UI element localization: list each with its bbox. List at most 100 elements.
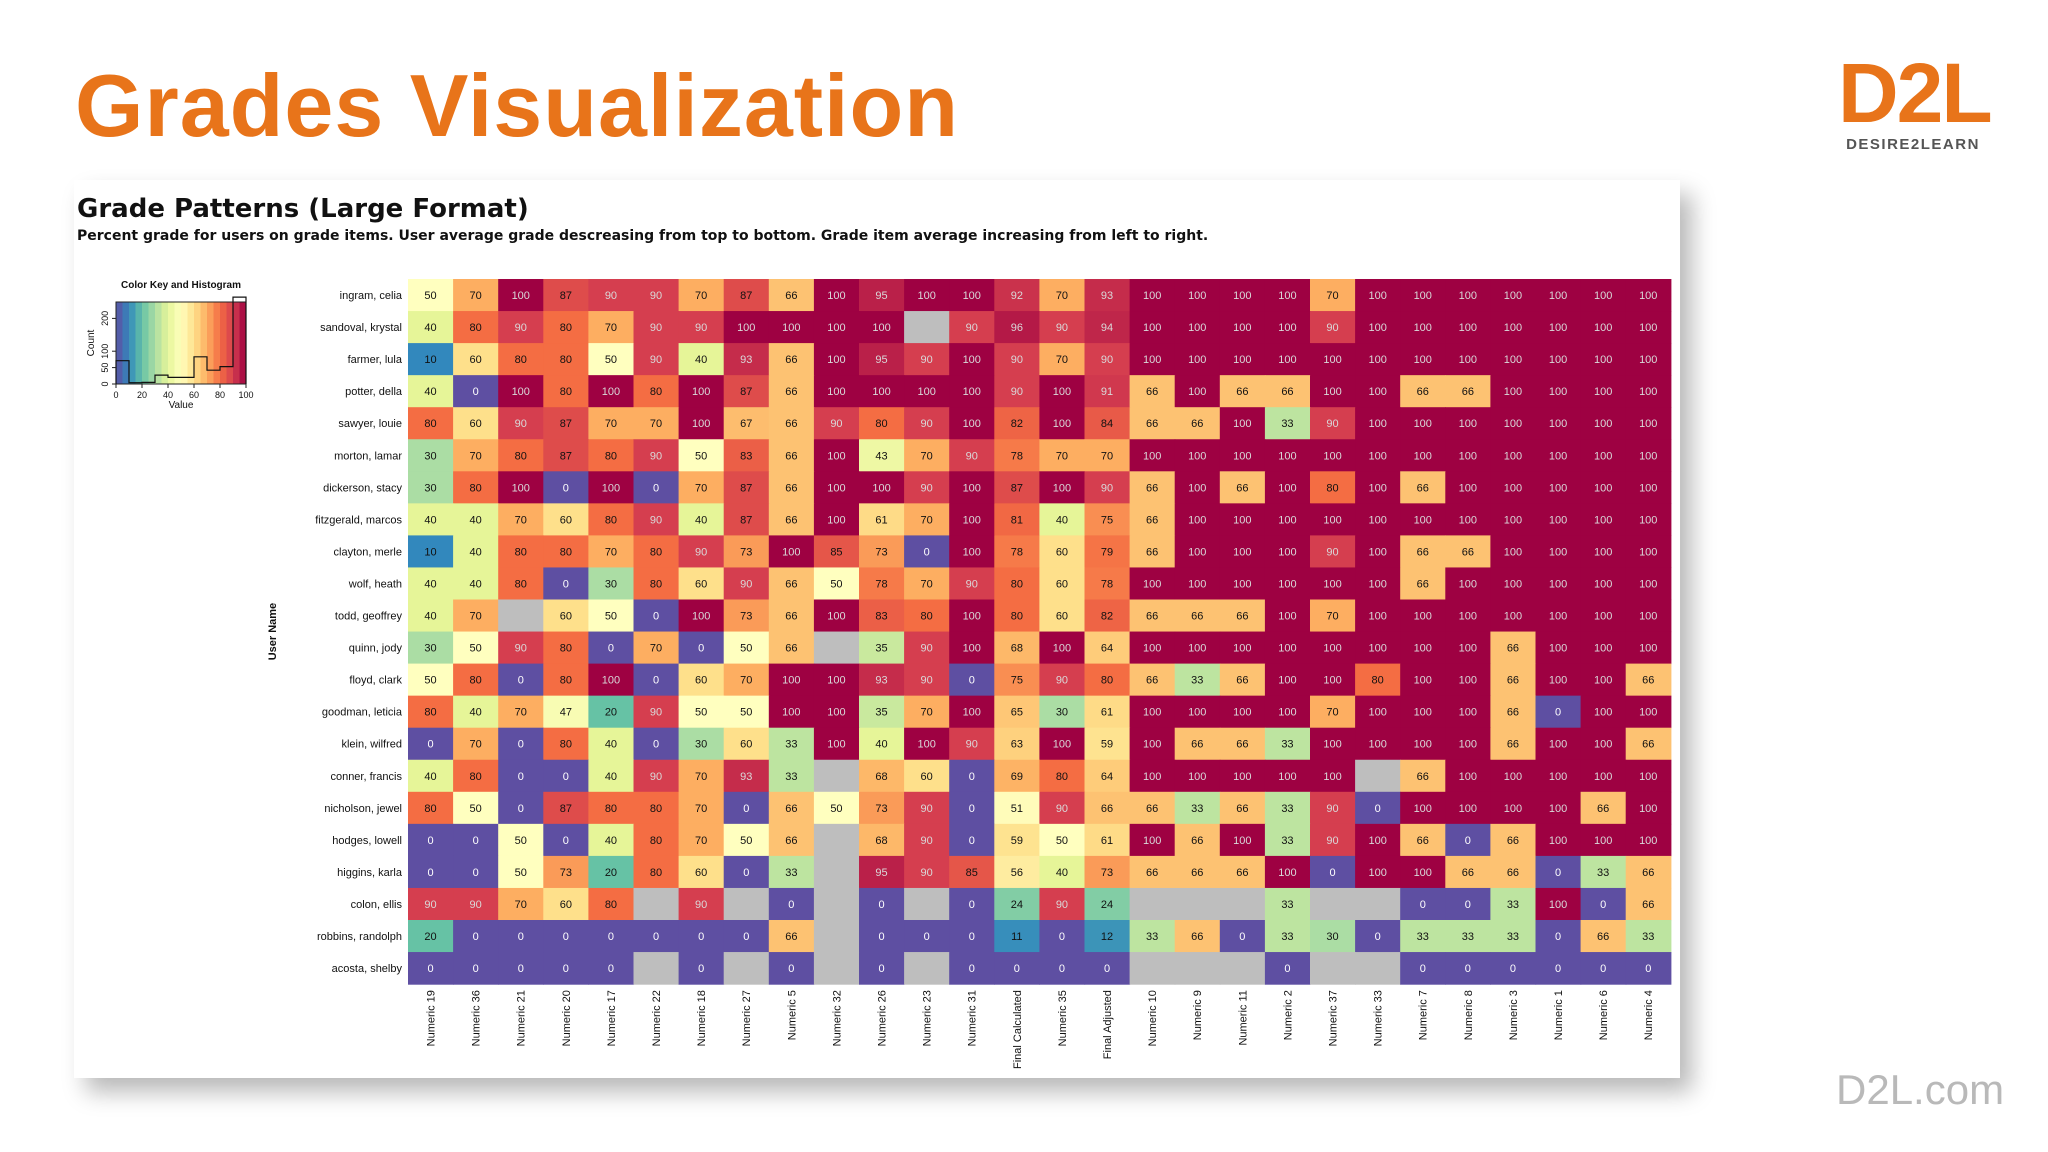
cell-value-label: 78 xyxy=(1011,450,1023,462)
heatmap-cell xyxy=(498,855,544,889)
cell-value-label: 40 xyxy=(470,514,482,526)
cell-value-label: 66 xyxy=(1507,835,1519,847)
cell-value-label: 70 xyxy=(1326,290,1338,302)
heatmap-cell xyxy=(994,855,1040,889)
chart-panel: Grade Patterns (Large Format) Percent gr… xyxy=(74,180,1680,1078)
cell-value-label: 66 xyxy=(1236,867,1248,879)
heatmap-cell xyxy=(1084,503,1131,536)
cell-value-label: 0 xyxy=(969,835,975,847)
heatmap-cell xyxy=(1310,343,1356,376)
cell-value-label: 100 xyxy=(1323,675,1341,687)
heatmap-cell xyxy=(1400,599,1446,633)
heatmap-cell xyxy=(1174,375,1221,408)
cell-value-label: 90 xyxy=(1326,803,1338,815)
color-key-x-tick-label: 60 xyxy=(189,390,199,400)
cell-value-label: 90 xyxy=(515,322,527,334)
heatmap-cell xyxy=(949,695,995,729)
cell-value-label: 0 xyxy=(1284,963,1290,975)
heatmap-cell xyxy=(453,727,499,761)
heatmap-cell xyxy=(949,887,995,921)
color-key-band xyxy=(122,302,130,384)
cell-value-label: 70 xyxy=(1326,611,1338,623)
cell-value-label: 80 xyxy=(650,867,662,879)
heatmap-cell xyxy=(1310,407,1356,440)
heatmap-cell xyxy=(1400,439,1446,472)
cell-value-label: 93 xyxy=(875,675,887,687)
cell-value-label: 0 xyxy=(653,482,659,494)
cell-value-label: 100 xyxy=(827,386,845,398)
cell-value-label: 80 xyxy=(515,546,527,558)
cell-value-label: 100 xyxy=(963,354,981,366)
cell-value-label: 100 xyxy=(1414,514,1432,526)
cell-value-label: 80 xyxy=(470,322,482,334)
heatmap-cell xyxy=(1084,599,1131,633)
cell-value-label: 100 xyxy=(1414,643,1432,655)
heatmap-cell xyxy=(1355,887,1401,921)
heatmap-cell xyxy=(859,791,905,825)
heatmap-cell xyxy=(1445,471,1491,504)
cell-value-label: 90 xyxy=(921,418,933,430)
heatmap-cell xyxy=(678,471,725,504)
heatmap-cell xyxy=(1310,695,1356,729)
cell-value-label: 0 xyxy=(653,675,659,687)
cell-value-label: 0 xyxy=(653,931,659,943)
cell-value-label: 100 xyxy=(782,675,800,687)
cell-value-label: 0 xyxy=(788,963,794,975)
heatmap-cell xyxy=(1219,343,1266,376)
cell-value-label: 60 xyxy=(740,739,752,751)
logo-subtitle: DESIRE2LEARN xyxy=(1846,135,1980,153)
heatmap-cell xyxy=(1129,791,1176,825)
heatmap-cell xyxy=(1625,535,1672,569)
heatmap-cell xyxy=(543,663,589,697)
heatmap-cell xyxy=(1580,471,1627,504)
heatmap-cell xyxy=(1219,695,1266,729)
heatmap-cell xyxy=(949,407,995,440)
heatmap-cell xyxy=(453,439,499,472)
heatmap-cell xyxy=(1355,823,1401,857)
heatmap-cell xyxy=(678,599,725,633)
cell-value-label: 40 xyxy=(424,578,436,590)
cell-value-label: 90 xyxy=(966,578,978,590)
cell-value-label: 83 xyxy=(875,611,887,623)
heatmap-cell xyxy=(543,855,589,889)
heatmap-cell xyxy=(408,343,454,376)
cell-value-label: 43 xyxy=(875,450,887,462)
heatmap-cell xyxy=(768,952,815,985)
cell-value-label: 100 xyxy=(1459,643,1477,655)
heatmap-cell xyxy=(633,695,680,729)
cell-value-label: 68 xyxy=(1011,643,1023,655)
heatmap-cell xyxy=(1535,343,1582,376)
cell-value-label: 100 xyxy=(1143,354,1161,366)
heatmap-cell xyxy=(453,663,499,697)
heatmap-cell xyxy=(1535,631,1582,665)
cell-value-label: 80 xyxy=(560,354,572,366)
cell-value-label: 100 xyxy=(1414,450,1432,462)
cell-value-label: 100 xyxy=(1188,643,1206,655)
heatmap-cell xyxy=(1084,791,1131,825)
heatmap-cell xyxy=(1535,407,1582,440)
heatmap-cell xyxy=(1129,471,1176,504)
cell-value-label: 100 xyxy=(1459,803,1477,815)
heatmap-cell xyxy=(1535,695,1582,729)
cell-value-label: 0 xyxy=(1059,931,1065,943)
heatmap-cell xyxy=(1535,279,1582,312)
heatmap-cell xyxy=(768,375,815,408)
heatmap-cell xyxy=(723,535,770,569)
cell-value-label: 100 xyxy=(1639,546,1657,558)
heatmap-cell xyxy=(1084,343,1131,376)
cell-value-label: 66 xyxy=(1191,835,1203,847)
heatmap-cell xyxy=(453,471,499,504)
heatmap-cell xyxy=(1039,920,1086,953)
heatmap-cell xyxy=(994,887,1040,921)
heatmap-cell xyxy=(904,407,950,440)
heatmap-cell xyxy=(498,567,544,601)
heatmap-cell xyxy=(588,439,635,472)
heatmap-cell xyxy=(723,887,770,921)
column-label: Numeric 2 xyxy=(1282,990,1294,1040)
cell-value-label: 100 xyxy=(1053,643,1071,655)
cell-value-label: 100 xyxy=(1188,578,1206,590)
cell-value-label: 66 xyxy=(1191,867,1203,879)
heatmap-cell xyxy=(1039,631,1086,665)
cell-value-label: 60 xyxy=(470,418,482,430)
cell-value-label: 100 xyxy=(1549,675,1567,687)
